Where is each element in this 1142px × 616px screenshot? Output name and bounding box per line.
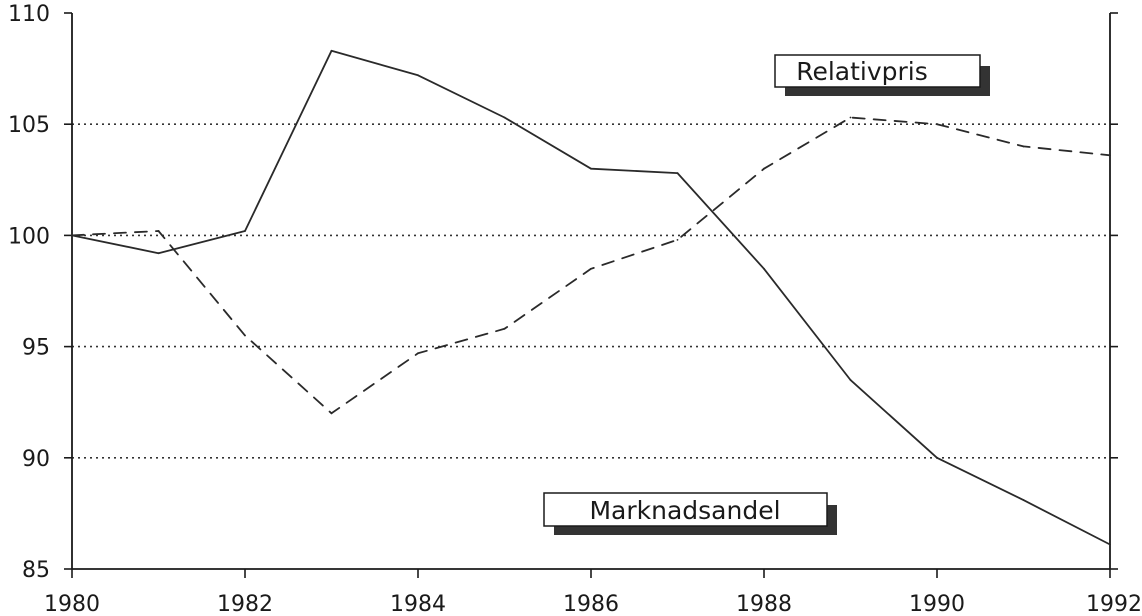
point-relativpris-1990 (936, 123, 938, 126)
point-relativpris-1987 (676, 238, 679, 241)
point-marknadsandel-1988 (763, 267, 765, 270)
point-relativpris-1986 (590, 267, 592, 270)
legend-marknadsandel-label: Marknadsandel (589, 496, 780, 525)
point-marknadsandel-1991 (1022, 499, 1025, 501)
legend-marknadsandel: Marknadsandel (543, 492, 837, 535)
point-relativpris-1982 (244, 334, 246, 337)
x-tick-label-1986: 1986 (563, 592, 619, 616)
y-tick-label-105: 105 (8, 113, 50, 138)
point-marknadsandel-1990 (936, 456, 938, 459)
point-relativpris-1984 (417, 352, 419, 355)
point-marknadsandel-1992 (1109, 543, 1111, 546)
point-marknadsandel-1982 (244, 230, 246, 232)
series-lines (71, 49, 1111, 546)
y-tick-label-100: 100 (8, 224, 50, 249)
tick-labels: 85 90 95 100 105 110 1980 1982 1984 1986 1988 1990 1… (8, 2, 1142, 616)
point-marknadsandel-1984 (417, 74, 419, 77)
x-tick-label-1980: 1980 (44, 592, 100, 616)
x-tick-label-1984: 1984 (390, 592, 446, 616)
point-marknadsandel-1987 (676, 172, 679, 175)
point-relativpris-1988 (763, 167, 765, 170)
point-marknadsandel-1985 (503, 116, 506, 119)
point-relativpris-1985 (503, 327, 506, 330)
point-relativpris-1991 (1022, 145, 1025, 148)
point-relativpris-1983 (330, 412, 333, 415)
y-tick-label-90: 90 (22, 447, 50, 472)
legend-relativpris-label: Relativpris (796, 57, 928, 86)
grid-lines (72, 123, 1110, 459)
y-tick-label-85: 85 (22, 558, 50, 583)
point-marknadsandel-1986 (590, 167, 592, 170)
axes (64, 12, 1118, 578)
legend-marknadsandel-box (543, 492, 828, 527)
x-tick-label-1988: 1988 (736, 592, 792, 616)
x-tick-label-1992: 1992 (1086, 592, 1142, 616)
point-marknadsandel-1989 (849, 379, 852, 381)
y-tick-label-95: 95 (22, 336, 50, 361)
point-relativpris-1992 (1109, 154, 1111, 157)
point-marknadsandel-1980 (71, 234, 73, 237)
point-marknadsandel-1983 (330, 49, 333, 52)
series-line-relativpris (71, 116, 1111, 415)
legend-relativpris-box (774, 54, 981, 88)
point-marknadsandel-1981 (157, 252, 160, 255)
y-tick-label-110: 110 (8, 2, 50, 27)
point-relativpris-1989 (849, 116, 852, 119)
x-tick-label-1990: 1990 (909, 592, 965, 616)
legend-relativpris: Relativpris (774, 54, 990, 96)
point-relativpris-1981 (157, 230, 160, 232)
x-tick-label-1982: 1982 (217, 592, 273, 616)
